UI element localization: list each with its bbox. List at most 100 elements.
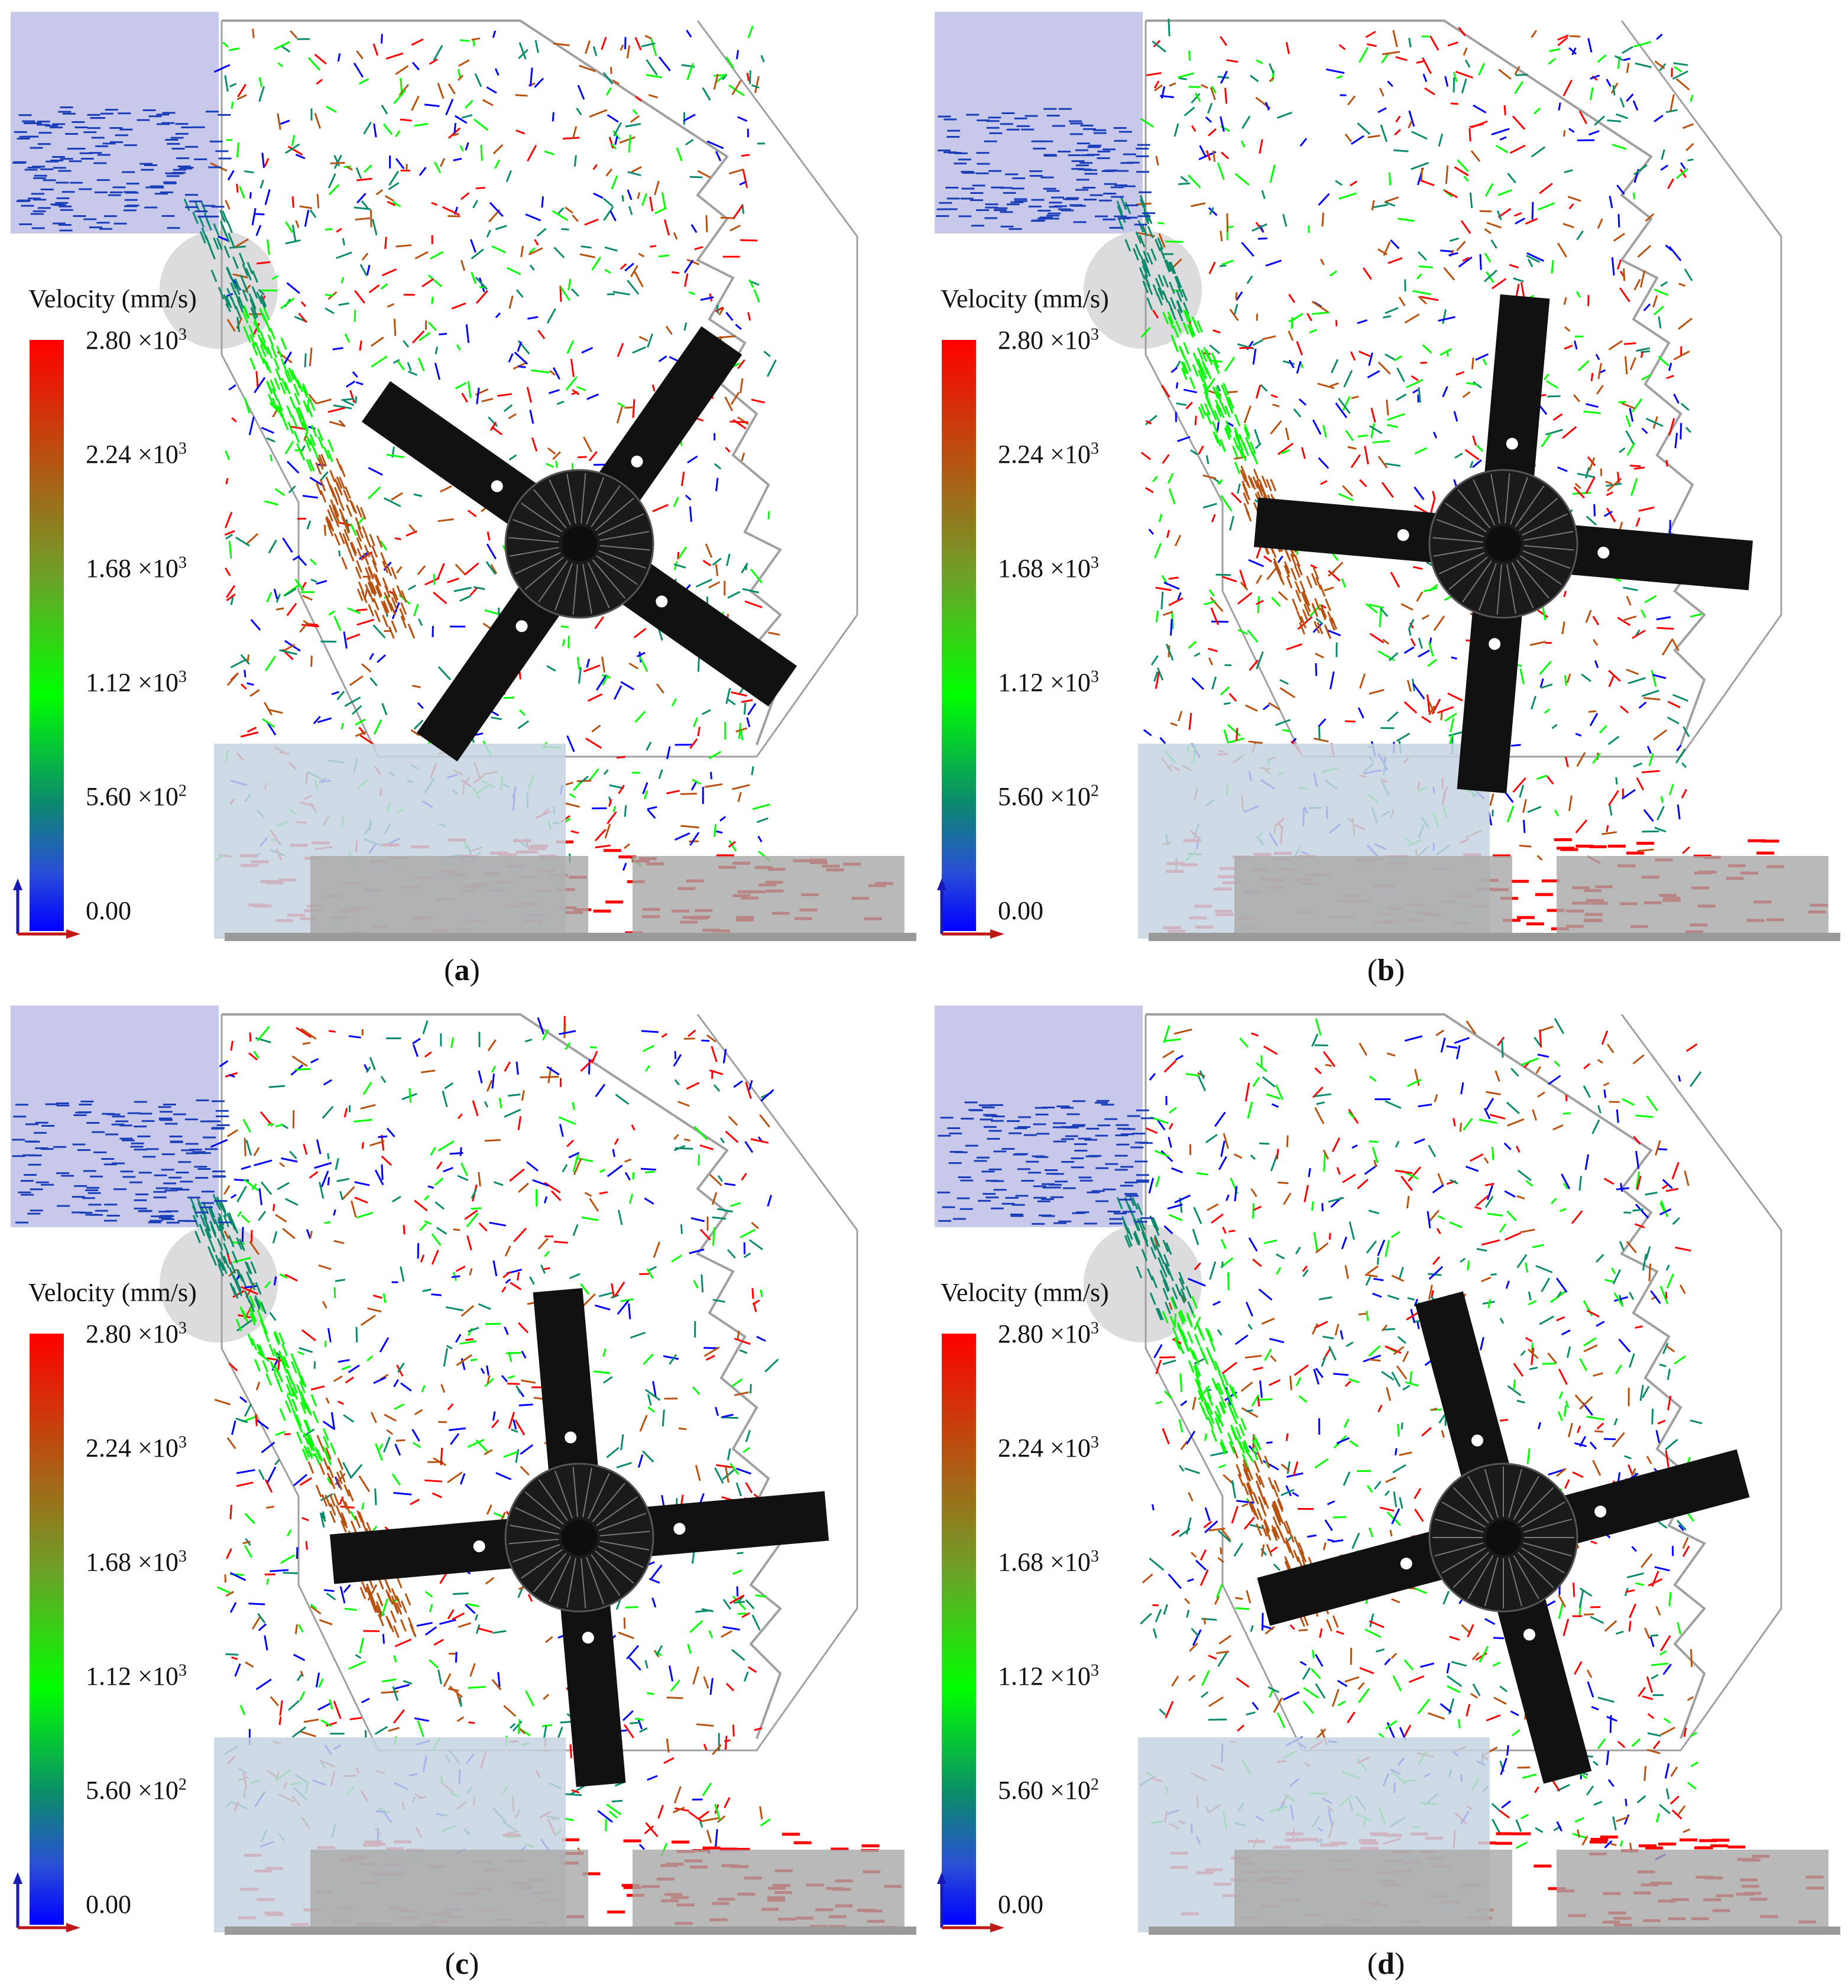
hammer-pin <box>565 1431 577 1444</box>
legend-tick: 1.12 ×103 <box>998 667 1099 697</box>
velocity-legend: Velocity (mm/s) 2.80 ×103 2.24 ×103 1.68 ×… <box>936 1277 1149 1925</box>
legend-title: Velocity (mm/s) <box>28 1278 197 1307</box>
feed-hopper <box>935 1006 1143 1227</box>
legend-tick: 2.24 ×103 <box>998 1433 1099 1462</box>
rotor-hammer <box>589 326 743 515</box>
hammer-pin <box>582 1632 594 1644</box>
rotor-hammer <box>1554 524 1753 591</box>
hammer-pin <box>1400 1557 1412 1569</box>
hammer-pin <box>516 620 528 633</box>
velocity-legend: Velocity (mm/s) 2.80 ×103 2.24 ×103 1.68 ×… <box>24 1277 236 1925</box>
panel-d: Velocity (mm/s) 2.80 ×103 2.24 ×103 1.68 ×… <box>924 994 1848 1987</box>
feed-roller <box>1084 1224 1202 1342</box>
legend-tick: 0.00 <box>86 896 131 925</box>
legend-tick: 1.12 ×103 <box>86 667 187 697</box>
colorbar <box>30 1334 64 1925</box>
colorbar <box>942 1334 976 1925</box>
simulation-view <box>11 12 916 941</box>
legend-tick: 5.60 ×102 <box>86 781 187 811</box>
legend-tick: 2.24 ×103 <box>86 1433 187 1462</box>
panel-caption: (d) <box>1367 1947 1405 1981</box>
panel-caption: (a) <box>444 954 480 987</box>
hammer-pin <box>1489 638 1501 650</box>
legend-tick: 1.68 ×103 <box>998 553 1099 583</box>
panel-caption: (c) <box>445 1947 479 1981</box>
axis-triad-icon <box>13 878 80 939</box>
base-strip <box>1149 933 1840 941</box>
legend-tick: 2.24 ×103 <box>86 439 187 469</box>
legend-tick: 5.60 ×102 <box>86 1775 187 1805</box>
legend-tick: 2.24 ×103 <box>998 439 1099 469</box>
rotor-shaft <box>562 1520 597 1555</box>
panel-b: Velocity (mm/s) 2.80 ×103 2.24 ×103 1.68 ×… <box>924 0 1848 994</box>
base-strip <box>1149 1927 1840 1935</box>
base-strip <box>225 933 916 941</box>
rotor-hammer <box>1548 1449 1750 1548</box>
hammer-pin <box>1397 529 1409 541</box>
legend-tick: 1.68 ×103 <box>86 1547 187 1577</box>
crusher-housing <box>222 20 782 745</box>
rotor-hammer <box>1493 1582 1592 1784</box>
rotor-hammer <box>630 1491 829 1558</box>
hammer-pin <box>473 1540 485 1552</box>
rotor-hammer <box>1457 594 1523 794</box>
legend-tick: 2.80 ×103 <box>86 325 187 355</box>
discharge-bar-right <box>1557 856 1828 933</box>
legend-tick: 0.00 <box>86 1890 131 1919</box>
rotor-hammer <box>559 1588 626 1788</box>
rotor-hammer <box>1483 294 1550 494</box>
rotor-hammer <box>329 1517 529 1584</box>
rotor-shaft <box>1486 1520 1521 1555</box>
discharge-bar-right <box>633 1850 904 1927</box>
hammer-pin <box>491 480 503 492</box>
hammer-pin <box>1594 1506 1607 1518</box>
velocity-legend: Velocity (mm/s) 2.80 ×103 2.24 ×103 1.68 ×… <box>24 284 236 931</box>
rotor-hammer <box>1415 1291 1514 1493</box>
legend-title: Velocity (mm/s) <box>941 284 1109 313</box>
rotor <box>329 1288 829 1788</box>
colorbar <box>942 340 976 931</box>
discharge-bar-right <box>1557 1850 1828 1927</box>
legend-tick: 1.12 ×103 <box>86 1661 187 1691</box>
legend-tick: 1.68 ×103 <box>998 1547 1099 1577</box>
simulation-view <box>935 12 1840 941</box>
velocity-legend: Velocity (mm/s) 2.80 ×103 2.24 ×103 1.68 ×… <box>936 284 1149 931</box>
hammer-pin <box>631 455 643 468</box>
axis-triad-icon <box>937 878 1004 939</box>
panel-c: Velocity (mm/s) 2.80 ×103 2.24 ×103 1.68 ×… <box>0 994 924 1987</box>
legend-title: Velocity (mm/s) <box>941 1278 1109 1307</box>
panel-a: Velocity (mm/s) 2.80 ×103 2.24 ×103 1.68 ×… <box>0 0 924 994</box>
hammer-pin <box>1597 546 1610 559</box>
legend-tick: 2.80 ×103 <box>86 1319 187 1348</box>
axis-triad-icon <box>13 1872 80 1932</box>
legend-tick: 2.80 ×103 <box>998 325 1099 355</box>
hammer-pin <box>1471 1434 1484 1447</box>
rotor-shaft <box>1486 526 1521 562</box>
housing-inner-line <box>221 1014 858 1752</box>
simulation-view <box>11 1006 916 1935</box>
hammer-pin <box>656 595 668 608</box>
legend-title: Velocity (mm/s) <box>28 284 197 313</box>
rotor-hammer <box>1257 1527 1458 1626</box>
discharge-bar-right <box>633 856 904 933</box>
discharge-bar-left <box>1234 856 1512 933</box>
legend-tick: 1.68 ×103 <box>86 553 187 583</box>
axis-triad-icon <box>937 1872 1004 1932</box>
hammer-pin <box>673 1523 686 1535</box>
legend-tick: 1.12 ×103 <box>998 1661 1099 1691</box>
feed-hopper <box>935 12 1143 233</box>
legend-tick: 5.60 ×102 <box>998 1775 1099 1805</box>
crusher-housing <box>222 1013 782 1739</box>
rotor-hammer <box>608 554 797 707</box>
colorbar <box>30 340 64 931</box>
rotor-shaft <box>562 526 597 562</box>
feed-roller <box>1084 231 1202 349</box>
feed-roller <box>160 231 278 349</box>
rotor-hammer <box>361 381 550 534</box>
rotor <box>1253 294 1753 794</box>
discharge-bar-left <box>310 1850 588 1927</box>
panel-caption: (b) <box>1367 954 1405 987</box>
crusher-housing <box>1146 1013 1706 1739</box>
housing-inner-line <box>1145 20 1782 758</box>
base-strip <box>225 1927 916 1935</box>
